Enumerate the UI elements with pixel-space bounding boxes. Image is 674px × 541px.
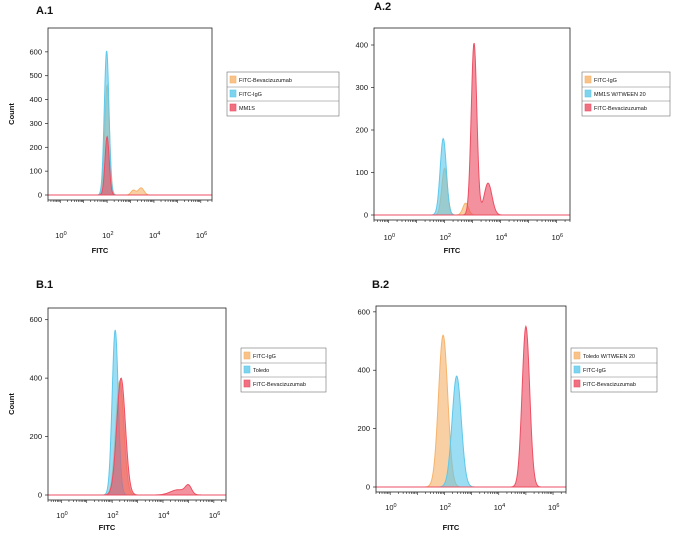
- legend-box: [570, 347, 658, 393]
- legend-swatch: [584, 103, 592, 112]
- series-area-3: [48, 377, 226, 496]
- x-axis-title: FITC: [443, 523, 460, 532]
- x-tick-label: 102: [107, 511, 118, 520]
- legend-box: [240, 347, 327, 393]
- panel-label: A.1: [36, 5, 53, 17]
- x-tick-label: 102: [102, 231, 113, 240]
- legend-entry: FITC-IgG: [583, 368, 606, 374]
- x-tick-label: 106: [209, 511, 220, 520]
- legend-entry: FITC-Bevacizuzumab: [239, 78, 292, 84]
- legend-entry: MM1S: [239, 106, 255, 112]
- legend-entry: FITC-Bevacizuzumab: [594, 106, 647, 112]
- legend-entry: FITC-IgG: [239, 92, 262, 98]
- x-tick-label: 106: [196, 231, 207, 240]
- legend-swatch: [243, 351, 251, 360]
- y-tick-label: 400: [29, 374, 42, 383]
- panel-label: A.2: [374, 1, 391, 13]
- y-tick-label: 200: [355, 126, 368, 135]
- series-area-1: [48, 380, 226, 496]
- y-tick-label: 300: [355, 83, 368, 92]
- y-tick-label: 400: [357, 366, 370, 375]
- legend: FITC-IgG MM1S W/TWEEN 20 FITC-Bevacizuzuma…: [581, 71, 671, 117]
- series-area-3: [376, 324, 566, 488]
- chart-panel-A.2: A.2 100 102 104 106 0 100 200 300 400 FITC FITC-IgG…: [355, 1, 671, 255]
- x-tick-label: 100: [385, 503, 396, 512]
- panel-label: B.1: [36, 279, 53, 291]
- y-tick-label: 100: [29, 167, 42, 176]
- legend-swatch: [243, 365, 251, 374]
- y-tick-label: 400: [355, 41, 368, 50]
- legend-entry: MM1S W/TWEEN 20: [594, 92, 646, 98]
- legend: Toledo W/TWEEN 20 FITC-IgG FITC-Bevacizuzu…: [570, 347, 658, 393]
- legend-entry: Toledo: [253, 368, 269, 374]
- y-tick-label: 0: [38, 191, 42, 200]
- plot-frame: [375, 305, 567, 493]
- y-tick-label: 0: [364, 211, 368, 220]
- legend-entry: FITC-IgG: [594, 78, 617, 84]
- x-tick-label: 104: [494, 503, 505, 512]
- series-area-2: [48, 50, 212, 196]
- y-tick-label: 600: [29, 47, 42, 56]
- legend-entry: FITC-Bevacizuzumab: [583, 382, 636, 388]
- y-tick-label: 200: [29, 143, 42, 152]
- legend-swatch: [229, 103, 237, 112]
- y-tick-label: 600: [357, 307, 370, 316]
- x-tick-label: 102: [440, 233, 451, 242]
- legend-swatch: [573, 365, 581, 374]
- chart-panel-B.2: B.2 100 102 104 106 0 200 400 600 FITC Toledo W/TW…: [357, 279, 658, 532]
- legend-swatch: [573, 379, 581, 388]
- y-tick-label: 0: [366, 483, 370, 492]
- y-tick-label: 400: [29, 95, 42, 104]
- x-tick-label: 104: [158, 511, 169, 520]
- x-tick-label: 100: [55, 231, 66, 240]
- x-tick-label: 100: [384, 233, 395, 242]
- x-axis-title: FITC: [99, 523, 116, 532]
- legend-swatch: [229, 75, 237, 84]
- legend-swatch: [229, 89, 237, 98]
- legend-box: [581, 71, 671, 117]
- legend-box: [226, 71, 340, 117]
- chart-panel-B.1: B.1 100 102 104 106 0 200 400 600 FITC Count FITC-I…: [7, 279, 327, 532]
- y-tick-label: 300: [29, 119, 42, 128]
- legend-swatch: [243, 379, 251, 388]
- legend-entry: FITC-Bevacizuzumab: [253, 382, 306, 388]
- series-area-1: [376, 334, 566, 488]
- y-tick-label: 500: [29, 71, 42, 80]
- y-tick-label: 0: [38, 491, 42, 500]
- y-tick-label: 600: [29, 315, 42, 324]
- legend: FITC-Bevacizuzumab FITC-IgG MM1S: [226, 71, 340, 117]
- plot-frame: [47, 27, 213, 201]
- chart-panel-A.1: A.1 100 102 104 106 0 100 200 300 400 500 600 FITC Co…: [7, 5, 340, 255]
- y-axis-title: Count: [7, 103, 16, 125]
- series-area-2: [48, 329, 226, 496]
- legend-entry: FITC-IgG: [253, 354, 276, 360]
- x-tick-label: 104: [496, 233, 507, 242]
- plot-frame: [373, 27, 571, 221]
- y-tick-label: 100: [355, 168, 368, 177]
- legend-swatch: [573, 351, 581, 360]
- x-tick-label: 106: [548, 503, 559, 512]
- series-area-3: [374, 42, 570, 216]
- plot-frame: [47, 307, 227, 501]
- series-area-1: [48, 83, 212, 196]
- x-tick-label: 100: [56, 511, 67, 520]
- series-area-3: [48, 135, 212, 196]
- x-axis-title: FITC: [92, 246, 109, 255]
- x-tick-label: 102: [439, 503, 450, 512]
- y-tick-label: 200: [357, 424, 370, 433]
- x-tick-label: 106: [552, 233, 563, 242]
- x-tick-label: 104: [149, 231, 160, 240]
- x-axis-title: FITC: [444, 246, 461, 255]
- panel-label: B.2: [372, 279, 389, 291]
- legend-swatch: [584, 89, 592, 98]
- y-axis-title: Count: [7, 393, 16, 415]
- series-area-2: [376, 375, 566, 488]
- legend-entry: Toledo W/TWEEN 20: [583, 354, 635, 360]
- legend: FITC-IgG Toledo FITC-Bevacizuzumab: [240, 347, 327, 393]
- y-tick-label: 200: [29, 432, 42, 441]
- legend-swatch: [584, 75, 592, 84]
